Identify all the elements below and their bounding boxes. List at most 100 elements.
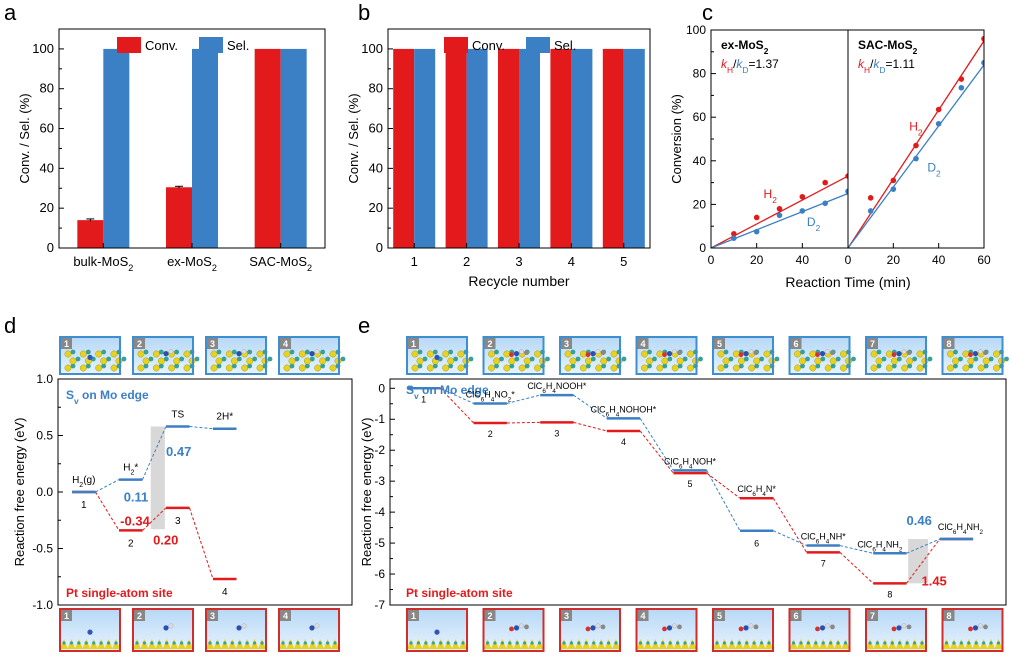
molybdenum-atom	[973, 356, 979, 362]
molybdenum-atom	[311, 641, 315, 645]
h2-label: H2	[764, 187, 778, 205]
sulfur-atom	[183, 350, 191, 358]
molybdenum-atom	[230, 641, 234, 645]
sulfur-atom	[488, 350, 495, 358]
molybdenum-atom	[799, 641, 803, 645]
sulfur-atom	[210, 350, 218, 358]
connector-blue	[189, 425, 214, 430]
molybdenum-atom	[320, 363, 326, 369]
molybdenum-atom	[967, 641, 971, 645]
molybdenum-atom	[530, 641, 534, 645]
molybdenum-atom	[621, 356, 627, 362]
thumbnail-frame	[59, 608, 121, 652]
structure-thumbnail: 2	[482, 336, 550, 375]
molybdenum-atom	[907, 363, 913, 369]
state-label: 2H*	[216, 412, 233, 423]
sulfur-atom	[641, 350, 648, 358]
molybdenum-atom	[84, 641, 88, 645]
subscript: 6	[816, 538, 820, 545]
thumbnail-frame	[559, 336, 621, 375]
molybdenum-atom	[142, 641, 147, 645]
thumbnail-frame	[482, 336, 545, 375]
molybdenum-atom	[494, 363, 499, 369]
subscript: 2	[79, 482, 83, 489]
molybdenum-atom	[912, 356, 918, 362]
thumbnail-number: 1	[411, 339, 416, 349]
sulfur-atom	[283, 350, 291, 358]
molybdenum-atom	[890, 641, 894, 645]
sulfur-atom	[100, 357, 108, 365]
structure-thumbnail: 5	[712, 336, 780, 375]
sulfur-atom	[799, 357, 806, 365]
adsorbate-atom	[753, 350, 759, 356]
text-part: H	[546, 381, 553, 391]
sulfur-atom	[493, 357, 500, 365]
sulfur-atom	[215, 357, 223, 365]
thumbnail-frame	[559, 608, 621, 652]
molybdenum-atom	[896, 356, 902, 362]
sulfur-atom	[137, 364, 145, 372]
sulfur-atom	[442, 350, 450, 358]
thumbnail-frame	[406, 608, 468, 652]
sulfur-atom	[225, 364, 233, 372]
molybdenum-atom	[953, 363, 958, 369]
sulfur-atom	[600, 357, 608, 365]
state-label: ClC6H4NH*	[801, 532, 847, 546]
adsorbate-atom	[743, 625, 749, 631]
thumbnail-number-badge	[484, 338, 496, 349]
thumbnail-number: 2	[137, 339, 142, 349]
panel-label-c: c	[702, 0, 713, 25]
molybdenum-atom	[101, 363, 107, 369]
molybdenum-atom	[468, 356, 474, 362]
bar-sel	[280, 48, 307, 249]
thumbnail-number-badge	[61, 610, 72, 621]
thumbnail-number-badge	[408, 610, 419, 621]
y-tick-label: 0.0	[36, 485, 53, 499]
text-part: H	[876, 539, 883, 549]
molybdenum-atom	[835, 356, 841, 362]
structure-thumbnail: 1	[59, 336, 127, 375]
point-d2	[890, 186, 897, 192]
subscript: 4	[762, 491, 766, 498]
chart-e: -7 -6 -5 -4 -3 -2 -1 0 Reaction free energy (eV)…	[359, 378, 1007, 612]
sulfur-atom	[152, 350, 160, 358]
point-h2	[731, 231, 737, 237]
molybdenum-atom	[883, 641, 887, 645]
molybdenum-atom	[70, 363, 76, 369]
adsorbate-atom	[600, 624, 606, 630]
top-site-label: Sv on Mo edge	[66, 388, 149, 406]
subscript: 2	[130, 469, 134, 476]
molybdenum-atom	[752, 641, 756, 645]
molybdenum-atom	[289, 363, 295, 369]
adsorbate-atom	[519, 349, 524, 354]
point-h2	[776, 205, 783, 212]
sulfur-atom	[676, 357, 684, 365]
thumbnail-frame	[205, 608, 267, 652]
state-label: ClC6H4N*	[737, 484, 776, 498]
sulfur-atom	[329, 350, 337, 358]
bar-conv	[254, 48, 281, 249]
molybdenum-atom	[800, 363, 805, 369]
thumbnail-number: 4	[640, 611, 645, 621]
molybdenum-atom	[690, 641, 695, 645]
thumbnail-frame	[712, 608, 774, 652]
thumbnail-number-badge	[790, 610, 802, 621]
molybdenum-atom	[157, 641, 161, 645]
molybdenum-atom	[75, 356, 81, 362]
sulfur-atom	[885, 350, 893, 358]
value-red-adsorption: -0.34	[120, 513, 150, 528]
connector-blue	[95, 479, 120, 493]
bar-conv	[77, 220, 104, 248]
molybdenum-atom	[821, 641, 825, 645]
molybdenum-atom	[439, 641, 443, 645]
x-tick-label: 4	[568, 254, 575, 269]
molybdenum-atom	[106, 641, 111, 645]
sulfur-atom	[901, 364, 909, 372]
bar-conv	[445, 48, 467, 249]
sulfur-atom	[110, 364, 118, 372]
molybdenum-atom	[101, 349, 107, 355]
thumbnail-number-badge	[280, 610, 291, 621]
y-tick-label: -2	[374, 443, 385, 457]
sulfur-atom	[809, 350, 817, 358]
